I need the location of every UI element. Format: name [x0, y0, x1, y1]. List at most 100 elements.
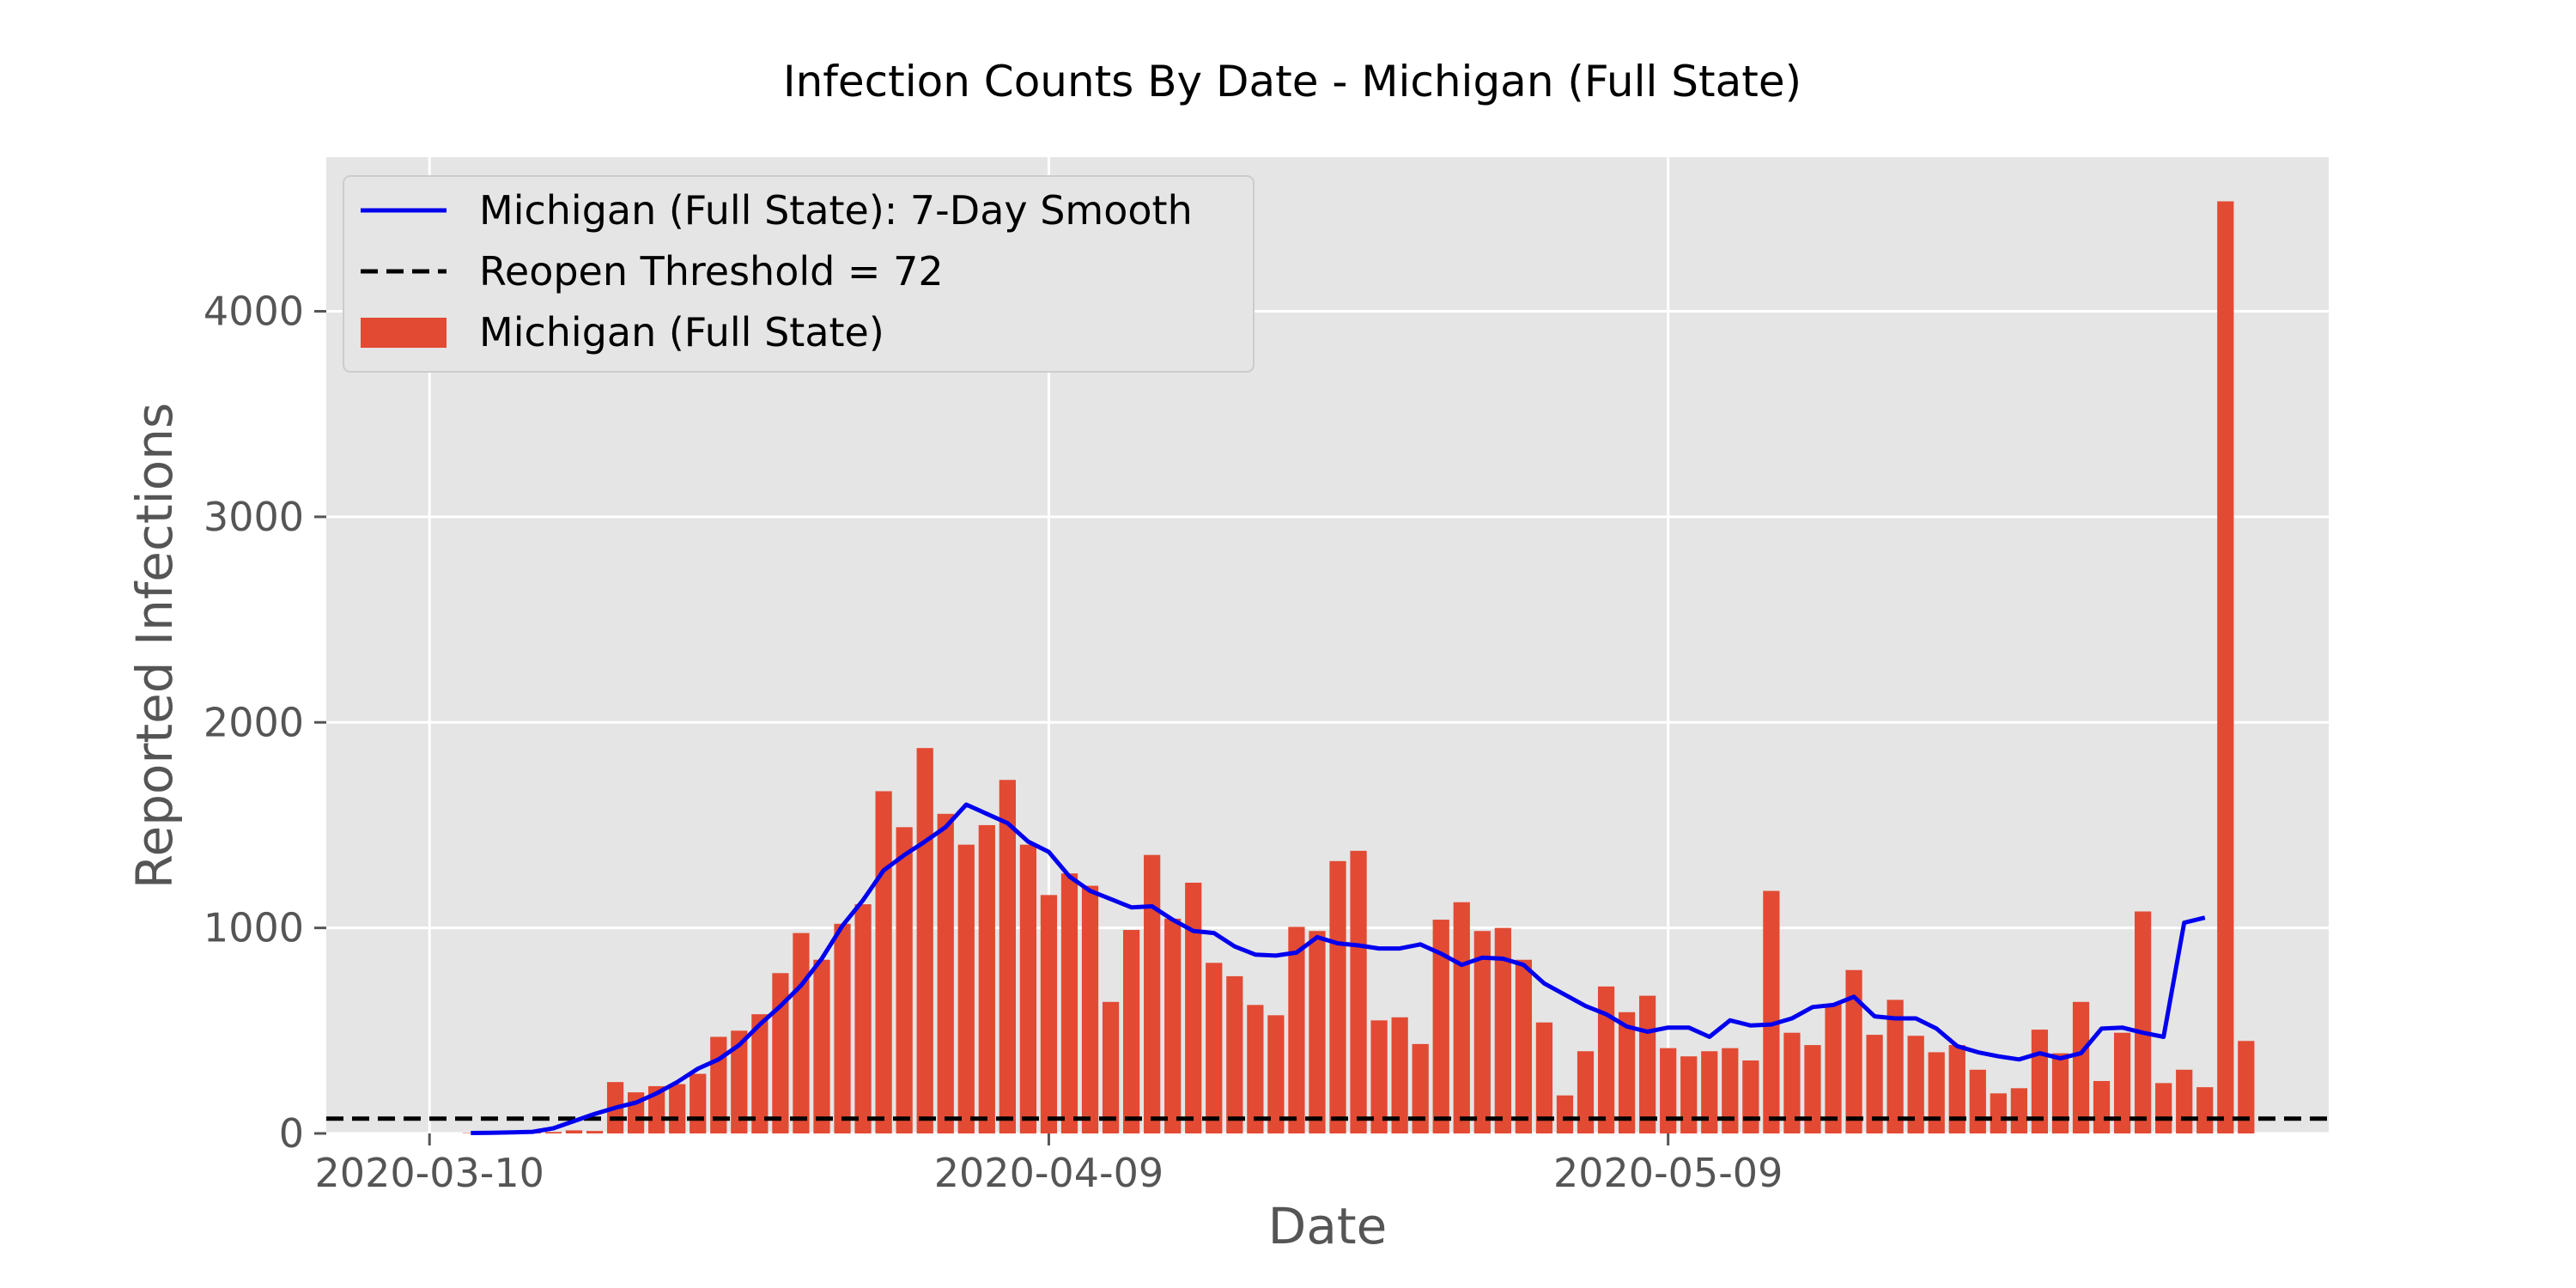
bar: [1206, 963, 1223, 1133]
bar: [1969, 1069, 1986, 1133]
bar: [1060, 873, 1078, 1133]
bar: [1535, 1022, 1553, 1133]
bar: [586, 1131, 604, 1133]
bar: [1329, 860, 1346, 1133]
legend: Michigan (Full State): 7-Day Smooth Reop…: [343, 175, 1255, 373]
x-tick-label: 2020-05-09: [1553, 1150, 1783, 1196]
bar: [1494, 927, 1511, 1133]
bar: [854, 904, 872, 1133]
bar: [1122, 930, 1140, 1133]
bar: [1577, 1051, 1595, 1133]
x-axis-ticks: 2020-03-10 2020-04-09 2020-05-09: [315, 1133, 1783, 1196]
bar: [1907, 1036, 1924, 1133]
bar: [999, 780, 1016, 1133]
bar: [751, 1014, 769, 1133]
bar: [2196, 1087, 2214, 1133]
bar: [1102, 1001, 1120, 1133]
bar: [1185, 882, 1202, 1133]
bar: [1226, 975, 1243, 1133]
bar: [937, 813, 954, 1133]
bar: [875, 791, 892, 1133]
x-tick-label: 2020-04-09: [934, 1150, 1163, 1196]
bar: [1990, 1093, 2007, 1133]
bar: [669, 1084, 686, 1133]
bar: [2135, 911, 2152, 1133]
bar: [1660, 1048, 1677, 1133]
bar: [978, 824, 995, 1133]
y-tick-label: 3000: [204, 494, 304, 540]
bar: [1288, 927, 1305, 1133]
bar: [1556, 1095, 1574, 1133]
legend-bar-swatch: [361, 318, 447, 348]
bar: [648, 1085, 665, 1133]
bar: [1081, 885, 1099, 1133]
bar: [2072, 1001, 2090, 1133]
bar: [1618, 1012, 1636, 1133]
bar: [690, 1073, 707, 1133]
bar: [1722, 1048, 1739, 1133]
x-axis-label: Date: [1268, 1197, 1388, 1255]
bar: [1515, 959, 1533, 1133]
bar: [2113, 1032, 2131, 1133]
bar: [1267, 1015, 1285, 1133]
bar: [1804, 1045, 1821, 1133]
bar: [544, 1132, 562, 1133]
bar: [916, 748, 933, 1133]
y-axis-label: Reported Infections: [125, 403, 184, 889]
bar: [1453, 902, 1470, 1133]
bar: [1473, 931, 1491, 1133]
bar: [1845, 969, 1862, 1133]
bar: [793, 933, 810, 1133]
bar: [1825, 1004, 1842, 1133]
bar: [1412, 1043, 1429, 1133]
y-tick-label: 4000: [204, 289, 304, 335]
bar: [1701, 1051, 1718, 1133]
y-tick-label: 0: [279, 1110, 304, 1157]
bar: [1144, 854, 1161, 1133]
bar: [1019, 844, 1037, 1133]
bar: [1370, 1020, 1388, 1133]
bar: [1040, 895, 1058, 1133]
legend-entry-bars: Michigan (Full State): [479, 309, 884, 355]
legend-box: [343, 175, 1255, 373]
bar: [957, 844, 975, 1133]
bar: [1763, 890, 1780, 1133]
bar: [2238, 1041, 2255, 1133]
bar: [565, 1130, 583, 1133]
bar: [1597, 986, 1615, 1133]
bar: [1948, 1045, 1965, 1133]
smooth-line-layer: [471, 802, 2206, 1135]
bar: [1247, 1005, 1264, 1133]
bar: [731, 1030, 748, 1133]
bar: [1680, 1056, 1698, 1133]
bar: [896, 827, 913, 1133]
legend-entry-smooth: Michigan (Full State): 7-Day Smooth: [479, 187, 1193, 234]
bar: [1391, 1017, 1408, 1133]
legend-entry-threshold: Reopen Threshold = 72: [479, 248, 944, 295]
bar: [772, 973, 789, 1133]
bar: [2051, 1053, 2069, 1133]
bar: [2155, 1083, 2172, 1133]
bar: [1783, 1032, 1801, 1133]
bar: [834, 923, 851, 1133]
bar: [1432, 920, 1449, 1133]
bar: [1164, 918, 1182, 1133]
bar: [1886, 999, 1904, 1133]
smooth-line: [471, 802, 2206, 1135]
x-tick-label: 2020-03-10: [315, 1150, 544, 1196]
bar: [1309, 931, 1326, 1133]
chart-title: Infection Counts By Date - Michigan (Ful…: [783, 57, 1801, 106]
bar: [1350, 850, 1367, 1133]
bar: [1866, 1035, 1883, 1133]
bar: [2217, 201, 2234, 1133]
y-tick-label: 1000: [204, 905, 304, 951]
bar: [1639, 995, 1656, 1133]
y-axis-ticks: 0 1000 2000 3000 4000: [204, 289, 326, 1157]
bar: [1742, 1060, 1759, 1133]
bar: [1928, 1052, 1945, 1133]
bar: [813, 959, 830, 1133]
bar: [2093, 1080, 2111, 1133]
bar: [2176, 1069, 2193, 1133]
bar: [2010, 1088, 2027, 1133]
